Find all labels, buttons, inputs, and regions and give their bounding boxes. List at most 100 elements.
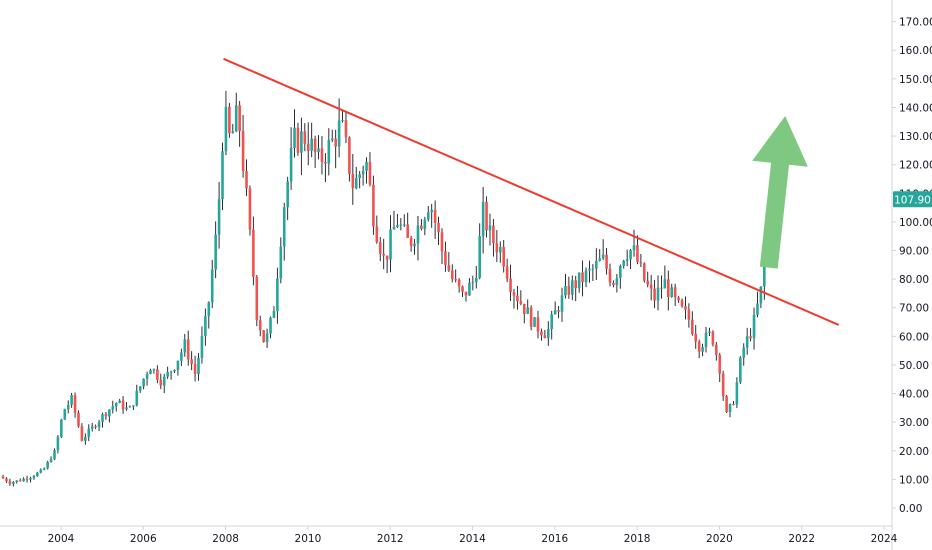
candle-body	[444, 251, 447, 266]
candle	[372, 175, 375, 235]
resistance-trendline[interactable]	[223, 57, 840, 326]
candle-body	[605, 254, 608, 269]
candle	[437, 216, 440, 245]
candle-body	[711, 331, 715, 345]
candle	[533, 317, 536, 328]
candle-body	[108, 409, 111, 417]
candle	[324, 153, 327, 183]
candle-body	[32, 476, 36, 479]
candle-body	[169, 371, 173, 373]
candle-body	[180, 352, 183, 361]
candle-body	[245, 170, 248, 189]
candle	[46, 460, 49, 470]
candle-body	[759, 286, 763, 304]
candle	[354, 166, 358, 190]
candle	[138, 385, 142, 393]
candle	[629, 249, 632, 270]
candle-body	[392, 226, 396, 230]
candle-body	[173, 369, 176, 372]
candle-body	[492, 225, 495, 244]
candle-body	[166, 372, 169, 377]
candle	[660, 275, 663, 299]
candle-body	[574, 280, 578, 289]
candle	[186, 330, 190, 366]
candle	[214, 221, 217, 279]
time-tick-label: 2004	[48, 533, 75, 545]
candle	[519, 290, 523, 306]
candle-body	[361, 170, 365, 175]
candle	[385, 255, 389, 274]
candle	[248, 185, 252, 236]
candle-body	[286, 181, 289, 208]
candle-body	[276, 278, 279, 312]
candle	[420, 219, 423, 231]
candle-body	[629, 250, 632, 260]
candle	[570, 275, 574, 301]
price-tick-label: 40.00	[899, 389, 929, 401]
candle-body	[265, 333, 269, 343]
candle	[622, 259, 626, 269]
candle	[337, 98, 341, 158]
candle	[210, 259, 214, 309]
candle-body	[625, 259, 629, 261]
candle	[382, 238, 385, 270]
candle-body	[310, 138, 313, 151]
candle	[29, 476, 32, 483]
time-tick-label: 2016	[541, 533, 568, 545]
candle-body	[193, 364, 197, 375]
time-tick-label: 2018	[624, 533, 651, 545]
candle	[598, 249, 602, 262]
candle	[204, 308, 207, 346]
candle-body	[375, 226, 379, 243]
candle	[221, 142, 224, 211]
candle	[584, 267, 588, 288]
candle-body	[632, 245, 636, 251]
candle-body	[471, 282, 475, 284]
candle	[348, 136, 351, 182]
time-tick-label: 2022	[788, 533, 815, 545]
price-axis[interactable]: 0.00 10.00 20.00 30.00 40.00 50.00 60.00 70.00 8…	[891, 0, 932, 550]
price-tick-label: 60.00	[899, 331, 929, 343]
candle	[282, 202, 286, 261]
up-arrow-icon[interactable]	[752, 116, 808, 269]
candle	[742, 343, 746, 366]
candle-body	[80, 426, 84, 441]
candle-body	[8, 481, 12, 484]
candle	[276, 267, 279, 324]
candle	[625, 249, 629, 267]
candle-body	[423, 219, 427, 230]
last-price-tag-bg	[893, 191, 932, 208]
candle	[42, 467, 46, 471]
candle-body	[728, 403, 732, 413]
candle	[440, 228, 444, 264]
candle	[498, 241, 502, 263]
candle	[697, 339, 701, 359]
candle	[464, 291, 468, 302]
candle-body	[464, 291, 468, 296]
candle-body	[752, 314, 756, 339]
time-tick-label: 2014	[459, 533, 486, 545]
candle-body	[149, 370, 152, 375]
candle	[687, 303, 691, 328]
candle-body	[231, 131, 235, 134]
candle-body	[608, 268, 612, 283]
candle-body	[409, 237, 413, 247]
candle	[677, 296, 680, 303]
candle-body	[715, 344, 718, 355]
candle-body	[241, 131, 245, 171]
candle-body	[303, 131, 307, 144]
candle-body	[646, 280, 650, 285]
candle	[409, 235, 413, 252]
candle	[334, 129, 337, 169]
time-axis[interactable]: 2004 2006 2008 2010 2012 2014 2016 2018 2020 2022…	[0, 525, 898, 545]
candle	[77, 410, 80, 428]
candle-body	[588, 268, 591, 271]
candle	[526, 299, 530, 314]
candle-body	[132, 405, 135, 407]
candle-body	[327, 140, 331, 164]
candle	[413, 239, 416, 255]
candle	[529, 305, 533, 331]
candle-body	[570, 280, 574, 295]
candle-body	[15, 480, 19, 483]
